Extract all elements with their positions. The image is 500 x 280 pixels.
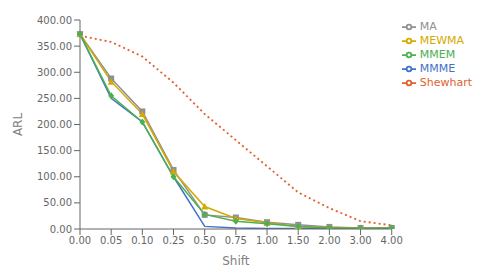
- svg-text:0.25: 0.25: [162, 235, 184, 246]
- svg-text:1.00: 1.00: [256, 235, 278, 246]
- svg-text:Shift: Shift: [222, 254, 250, 268]
- svg-text:250.00: 250.00: [37, 93, 72, 104]
- svg-text:0.10: 0.10: [131, 235, 153, 246]
- svg-text:ARL: ARL: [11, 113, 25, 137]
- html-text:MMME: MMME: [419, 62, 456, 75]
- svg-text:100.00: 100.00: [37, 171, 72, 182]
- html-text:MEWMA: MEWMA: [419, 34, 465, 47]
- html-text:Shewhart: Shewhart: [419, 76, 472, 89]
- svg-text:1.50: 1.50: [287, 235, 309, 246]
- svg-text:0.00: 0.00: [69, 235, 91, 246]
- svg-text:300.00: 300.00: [37, 67, 72, 78]
- svg-text:0.75: 0.75: [225, 235, 247, 246]
- svg-text:150.00: 150.00: [37, 145, 72, 156]
- svg-text:3.00: 3.00: [349, 235, 371, 246]
- svg-text:400.00: 400.00: [37, 15, 72, 26]
- html-text:MMEM: MMEM: [419, 48, 456, 61]
- svg-text:0.00: 0.00: [50, 224, 72, 235]
- svg-text:0.50: 0.50: [194, 235, 216, 246]
- svg-text:50.00: 50.00: [43, 197, 72, 208]
- svg-text:200.00: 200.00: [37, 119, 72, 130]
- svg-text:2.00: 2.00: [318, 235, 340, 246]
- svg-text:4.00: 4.00: [381, 235, 403, 246]
- svg-text:350.00: 350.00: [37, 41, 72, 52]
- html-text:MA: MA: [419, 20, 437, 33]
- svg-text:0.05: 0.05: [100, 235, 122, 246]
